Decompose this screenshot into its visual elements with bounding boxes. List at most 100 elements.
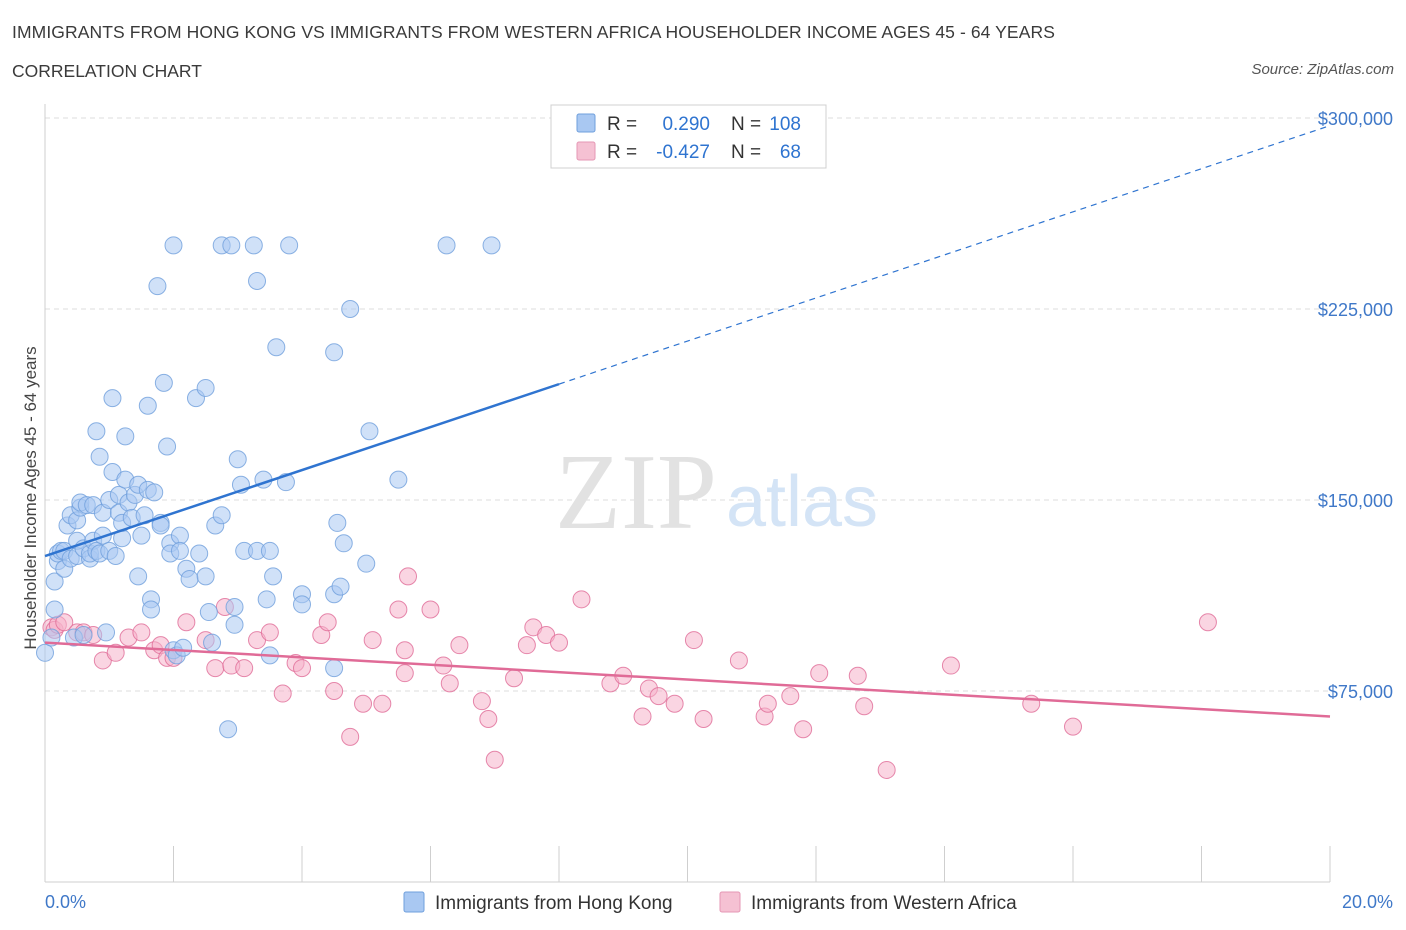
hong-kong-point-102 bbox=[331, 577, 350, 596]
hong-kong-point-25 bbox=[87, 422, 106, 441]
western-africa-point-3 bbox=[55, 613, 74, 632]
western-africa-point-33 bbox=[389, 600, 408, 619]
hong-kong-point-82 bbox=[228, 450, 247, 469]
hong-kong-point-101 bbox=[328, 513, 347, 532]
hong-kong-point-46 bbox=[129, 567, 148, 586]
western-africa-point-37 bbox=[421, 600, 440, 619]
western-africa-point-17 bbox=[206, 659, 225, 678]
western-africa-point-55 bbox=[665, 694, 684, 713]
legend-n-value-0: 108 bbox=[769, 114, 801, 135]
western-africa-point-40 bbox=[450, 636, 469, 655]
western-africa-point-23 bbox=[273, 684, 292, 703]
y-tick-label-0: $75,000 bbox=[1328, 682, 1393, 702]
chart-title: IMMIGRANTS FROM HONG KONG VS IMMIGRANTS … bbox=[12, 22, 1055, 42]
hong-kong-point-80 bbox=[225, 615, 244, 634]
y-axis-label: Householder Income Ages 45 - 64 years bbox=[21, 346, 40, 649]
hong-kong-point-66 bbox=[170, 541, 189, 560]
hong-kong-point-62 bbox=[164, 236, 183, 255]
western-africa-point-10 bbox=[132, 623, 151, 642]
western-africa-point-25 bbox=[293, 659, 311, 678]
western-africa-point-58 bbox=[729, 651, 748, 670]
western-africa-point-56 bbox=[684, 631, 703, 650]
legend-n-label-1: N = bbox=[731, 142, 761, 163]
western-africa-point-35 bbox=[395, 664, 414, 683]
hong-kong-point-51 bbox=[138, 396, 157, 415]
y-tick-label-1: $150,000 bbox=[1318, 491, 1393, 511]
watermark-atlas: atlas bbox=[726, 462, 878, 542]
western-africa-point-70 bbox=[1198, 613, 1217, 632]
western-africa-point-8 bbox=[106, 643, 125, 662]
western-africa-point-28 bbox=[325, 682, 344, 700]
hong-kong-point-78 bbox=[212, 506, 231, 525]
western-africa-point-69 bbox=[1064, 717, 1082, 736]
western-africa-point-29 bbox=[341, 727, 360, 746]
western-africa-point-65 bbox=[855, 697, 874, 716]
hong-kong-point-89 bbox=[257, 590, 276, 609]
western-africa-point-64 bbox=[848, 666, 867, 685]
hong-kong-point-72 bbox=[196, 378, 215, 397]
hong-kong-point-95 bbox=[280, 236, 299, 255]
hong-kong-point-108 bbox=[437, 236, 456, 255]
western-africa-point-61 bbox=[781, 687, 800, 706]
western-africa-point-57 bbox=[694, 710, 713, 729]
hong-kong-point-75 bbox=[203, 633, 222, 652]
western-africa-point-67 bbox=[941, 656, 960, 675]
series-legend-swatch-western-africa bbox=[719, 891, 741, 913]
western-africa-point-32 bbox=[373, 694, 392, 713]
legend-r-value-0: 0.290 bbox=[662, 114, 710, 135]
hong-kong-point-73 bbox=[196, 567, 215, 586]
hong-kong-point-74 bbox=[199, 603, 218, 622]
hong-kong-point-106 bbox=[360, 422, 379, 441]
western-africa-point-39 bbox=[440, 674, 459, 693]
western-africa-point-36 bbox=[399, 567, 418, 586]
hong-kong-point-109 bbox=[482, 236, 501, 255]
axes bbox=[44, 104, 1331, 883]
hong-kong-point-99 bbox=[325, 343, 344, 362]
hong-kong-point-87 bbox=[248, 271, 267, 290]
series-legend: Immigrants from Hong Kong Immigrants fro… bbox=[403, 891, 1017, 914]
hong-kong-point-67 bbox=[174, 638, 193, 657]
series-legend-label-hong-kong: Immigrants from Hong Kong bbox=[435, 893, 673, 914]
hong-kong-point-81 bbox=[225, 597, 244, 616]
hong-kong-point-53 bbox=[142, 600, 161, 619]
western-africa-point-42 bbox=[479, 710, 498, 729]
legend-r-label-1: R = bbox=[607, 142, 637, 163]
watermark: ZIP atlas bbox=[555, 433, 878, 552]
hong-kong-point-107 bbox=[389, 470, 408, 489]
hong-kong-point-85 bbox=[244, 236, 263, 255]
western-africa-point-44 bbox=[505, 669, 524, 688]
tick-labels: $75,000 $150,000 $225,000 $300,000 0.0% 20.0% bbox=[45, 109, 1393, 912]
legend-n-label-0: N = bbox=[731, 114, 761, 135]
hong-kong-point-97 bbox=[293, 595, 311, 614]
hong-kong-point-100 bbox=[325, 659, 344, 678]
trend-line-hong-kong bbox=[44, 382, 560, 558]
hong-kong-point-58 bbox=[154, 373, 173, 392]
chart-subtitle: CORRELATION CHART bbox=[12, 61, 202, 81]
series-legend-label-western-africa: Immigrants from Western Africa bbox=[751, 893, 1017, 914]
legend-n-value-1: 68 bbox=[780, 142, 801, 163]
hong-kong-point-34 bbox=[103, 389, 122, 408]
source-label: Source: ZipAtlas.com bbox=[1251, 61, 1394, 78]
points-hong-kong bbox=[36, 236, 501, 739]
series-legend-swatch-hong-kong bbox=[403, 891, 425, 913]
hong-kong-point-41 bbox=[116, 427, 135, 446]
hong-kong-point-79 bbox=[222, 236, 241, 255]
western-africa-point-62 bbox=[794, 720, 813, 739]
hong-kong-point-93 bbox=[267, 338, 286, 357]
hong-kong-point-31 bbox=[97, 623, 116, 642]
western-africa-point-66 bbox=[877, 760, 896, 779]
hong-kong-point-104 bbox=[341, 300, 360, 318]
trend-line-western-africa bbox=[44, 641, 1331, 718]
hong-kong-point-69 bbox=[180, 569, 199, 588]
trend-lines bbox=[44, 125, 1331, 718]
hong-kong-point-65 bbox=[170, 526, 189, 545]
western-africa-point-63 bbox=[810, 664, 829, 683]
hong-kong-point-59 bbox=[158, 437, 177, 456]
western-africa-point-31 bbox=[363, 631, 382, 650]
hong-kong-point-18 bbox=[74, 625, 93, 644]
western-africa-point-20 bbox=[235, 659, 254, 678]
hong-kong-point-36 bbox=[106, 547, 125, 566]
western-africa-point-48 bbox=[550, 633, 568, 652]
x-tick-label-min: 0.0% bbox=[45, 892, 86, 912]
